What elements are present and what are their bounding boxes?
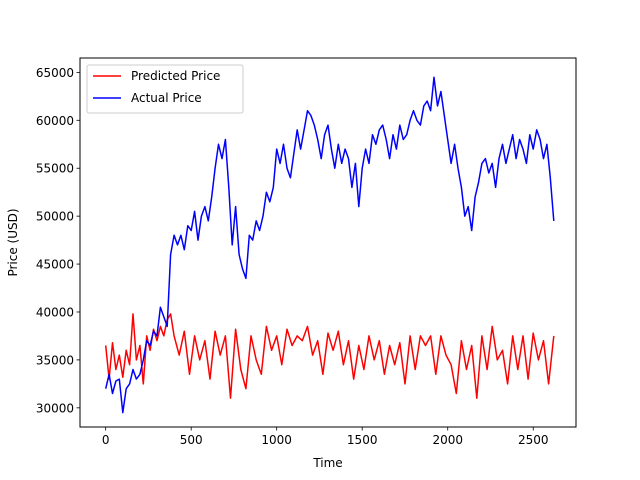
x-tick-label: 1000 <box>261 433 292 447</box>
y-tick-label: 35000 <box>36 353 74 367</box>
legend-box <box>86 64 244 114</box>
legend-label-predicted: Predicted Price <box>131 69 220 83</box>
x-axis: 0 500 1000 1500 2000 2500 <box>102 427 549 447</box>
series-line-actual-price <box>104 76 555 414</box>
x-tick-label: 0 <box>102 433 110 447</box>
y-tick-label: 60000 <box>36 114 74 128</box>
x-tick-label: 500 <box>180 433 203 447</box>
y-tick-label: 50000 <box>36 210 74 224</box>
y-tick-label: 55000 <box>36 162 74 176</box>
y-tick-label: 65000 <box>36 66 74 80</box>
y-tick-label: 40000 <box>36 305 74 319</box>
y-axis: 30000 35000 40000 45000 50000 55000 60000 65000 <box>36 66 80 415</box>
plot-area-frame <box>79 57 577 428</box>
legend-label-actual: Actual Price <box>131 91 202 105</box>
legend: Predicted Price Actual Price <box>86 64 244 114</box>
x-tick-label: 1500 <box>347 433 378 447</box>
x-tick-label: 2500 <box>518 433 549 447</box>
y-axis-label: Price (USD) <box>6 208 20 276</box>
y-tick-label: 45000 <box>36 258 74 272</box>
x-axis-label: Time <box>312 456 342 470</box>
y-tick-label: 30000 <box>36 401 74 415</box>
series-line-predicted-price <box>104 313 555 399</box>
series-layer <box>104 76 555 414</box>
x-tick-label: 2000 <box>432 433 463 447</box>
